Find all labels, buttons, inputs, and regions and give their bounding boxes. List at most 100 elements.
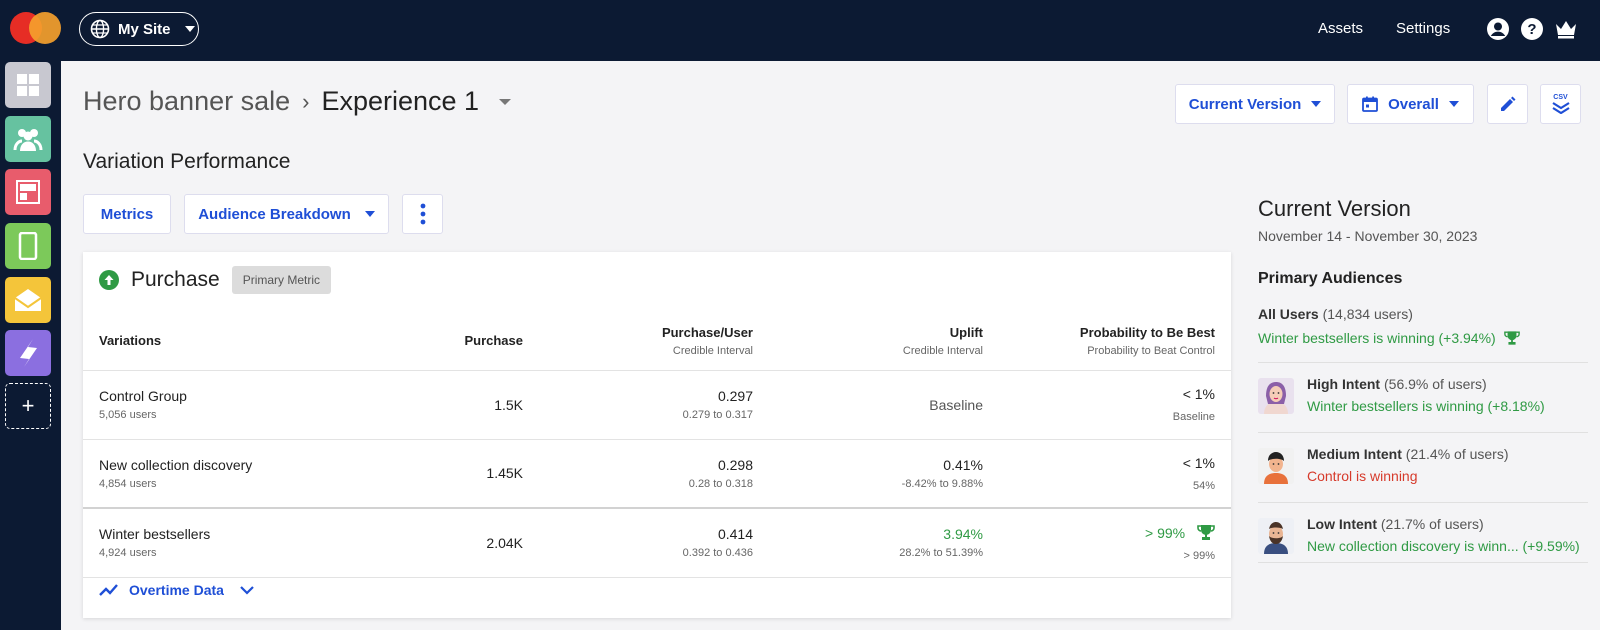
table-row[interactable]: Control Group 5,056 users 1.5K 0.297 0.279… (83, 370, 1231, 440)
probability-cell: > 99% > 99% (999, 508, 1231, 578)
column-header: Purchase (383, 312, 539, 371)
audience-item-medium-intent[interactable]: Medium Intent (21.4% of users) Control i… (1258, 432, 1588, 492)
breadcrumb: Hero banner sale › Experience 1 (83, 86, 512, 117)
all-users-status: Winter bestsellers is winning (+3.94%) (1258, 330, 1496, 346)
purchase-cell: 1.5K (383, 370, 539, 440)
crown-icon[interactable] (1554, 17, 1578, 41)
version-select-button[interactable]: Current Version (1175, 84, 1335, 124)
globe-icon (90, 19, 110, 39)
date-range-button[interactable]: Overall (1347, 84, 1474, 124)
primary-audiences-heading: Primary Audiences (1258, 270, 1403, 287)
column-header: Uplift Credible Interval (769, 312, 999, 371)
overtime-data-toggle[interactable]: Overtime Data (99, 582, 254, 598)
table-row[interactable]: Winter bestsellers 4,924 users 2.04K 0.41… (83, 508, 1231, 578)
download-icon (1551, 102, 1570, 114)
edit-button[interactable] (1487, 84, 1528, 124)
people-icon (13, 129, 43, 151)
avatar (1258, 448, 1294, 484)
settings-link[interactable]: Settings (1396, 20, 1451, 37)
all-users-summary: All Users (14,834 users) Winter bestsell… (1258, 306, 1588, 346)
table-header-row: Variations Purchase Purchase/User Credibl… (83, 312, 1231, 371)
right-panel-title: Current Version (1258, 196, 1411, 221)
assets-link[interactable]: Assets (1318, 20, 1364, 37)
purchase-cell: 1.45K (383, 439, 539, 509)
breadcrumb-separator: › (302, 88, 310, 114)
email-icon (14, 289, 42, 311)
site-selector-button[interactable]: My Site (79, 12, 199, 46)
audience-status: New collection discovery is winn... (+9.… (1307, 538, 1580, 554)
sidebar-add-button[interactable]: + (5, 383, 51, 429)
sidebar-item-dashboard[interactable] (5, 62, 51, 108)
brand-logo[interactable] (10, 12, 64, 44)
uplift-cell: 0.41% -8.42% to 9.88% (769, 439, 999, 509)
sidebar-item-audiences[interactable] (5, 116, 51, 162)
metrics-tab-label: Metrics (100, 205, 154, 223)
more-options-button[interactable] (402, 194, 443, 234)
audience-breakdown-label: Audience Breakdown (198, 205, 351, 223)
audience-share: (21.4% of users) (1405, 446, 1509, 462)
top-bar: My Site Assets Settings ? (0, 0, 1600, 61)
overtime-data-label: Overtime Data (129, 582, 224, 598)
account-icon[interactable] (1486, 17, 1510, 41)
column-header: Variations (83, 312, 383, 371)
chevron-down-icon (1311, 101, 1322, 107)
pencil-icon (1500, 96, 1515, 111)
avatar (1258, 378, 1294, 414)
metrics-tab[interactable]: Metrics (83, 194, 171, 234)
metric-title: Purchase (131, 268, 220, 291)
all-users-count: (14,834 users) (1322, 306, 1413, 322)
audience-item-low-intent[interactable]: Low Intent (21.7% of users) New collecti… (1258, 502, 1588, 563)
svg-text:?: ? (1527, 21, 1536, 38)
breadcrumb-current: Experience 1 (321, 86, 480, 116)
column-header: Probability to Be Best Probability to Bea… (999, 312, 1231, 371)
site-selector-label: My Site (118, 20, 171, 38)
audience-share: (56.9% of users) (1384, 376, 1487, 392)
variation-name-cell: Control Group 5,056 users (83, 370, 383, 440)
sidebar-item-mobile[interactable] (5, 223, 51, 269)
sidebar-item-lightning[interactable] (5, 330, 51, 376)
csv-download-button[interactable]: CSV (1540, 84, 1581, 124)
chevron-down-icon (240, 586, 254, 595)
purchase-per-user-cell: 0.298 0.28 to 0.318 (539, 439, 769, 509)
table-row[interactable]: New collection discovery 4,854 users 1.45… (83, 439, 1231, 509)
metric-card: Purchase Primary Metric Variations Purch… (83, 252, 1231, 618)
date-range-label: Overall (1388, 95, 1439, 113)
primary-metric-badge: Primary Metric (231, 266, 332, 294)
column-header: Purchase/User Credible Interval (539, 312, 769, 371)
all-users-label: All Users (1258, 306, 1319, 322)
variations-table: Variations Purchase Purchase/User Credibl… (83, 312, 1231, 578)
audience-name: High Intent (1307, 376, 1381, 392)
app-sidebar: + (0, 61, 61, 630)
audience-name: Low Intent (1307, 516, 1377, 532)
purchase-per-user-cell: 0.414 0.392 to 0.436 (539, 508, 769, 578)
kebab-menu-icon (420, 203, 425, 225)
csv-label: CSV (1553, 94, 1568, 101)
purchase-cell: 2.04K (383, 508, 539, 578)
layout-icon (16, 180, 40, 204)
audience-status: Control is winning (1307, 468, 1418, 484)
probability-cell: < 1% Baseline (999, 370, 1231, 440)
calendar-icon (1362, 96, 1378, 112)
sidebar-item-email[interactable] (5, 277, 51, 323)
audience-breakdown-tab[interactable]: Audience Breakdown (184, 194, 389, 234)
lightning-icon (20, 339, 37, 367)
variation-name-cell: Winter bestsellers 4,924 users (83, 508, 383, 578)
breadcrumb-parent[interactable]: Hero banner sale (83, 86, 291, 116)
sidebar-item-layout[interactable] (5, 169, 51, 215)
uplift-cell: 3.94% 28.2% to 51.39% (769, 508, 999, 578)
metric-card-header: Purchase Primary Metric (99, 266, 332, 294)
chevron-down-icon (364, 211, 375, 217)
uplift-cell: Baseline (769, 370, 999, 440)
trend-line-icon (99, 584, 118, 596)
chevron-down-icon (184, 26, 195, 32)
help-icon[interactable]: ? (1520, 17, 1544, 41)
section-title: Variation Performance (83, 150, 291, 173)
audience-name: Medium Intent (1307, 446, 1402, 462)
avatar (1258, 518, 1294, 554)
purchase-per-user-cell: 0.297 0.279 to 0.317 (539, 370, 769, 440)
trophy-icon (1197, 524, 1215, 540)
audience-item-high-intent[interactable]: High Intent (56.9% of users) Winter best… (1258, 362, 1588, 422)
experience-dropdown-icon[interactable] (499, 98, 512, 105)
variation-name-cell: New collection discovery 4,854 users (83, 439, 383, 509)
arrow-up-icon (99, 270, 119, 290)
